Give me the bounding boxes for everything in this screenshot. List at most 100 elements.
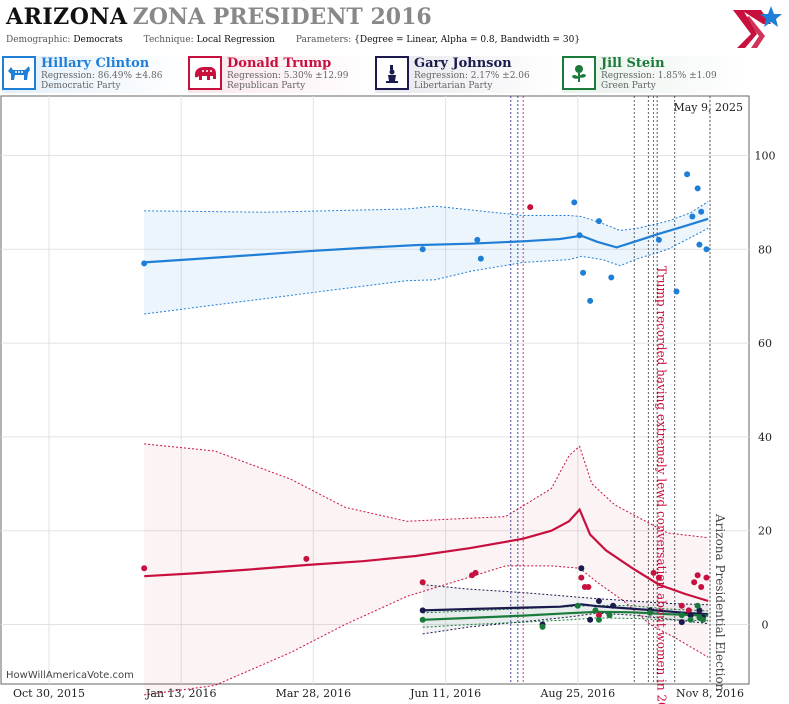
candidate-name: Donald Trump [227,56,332,71]
grid-lines [1,96,749,684]
plot-frame [0,95,750,685]
title-rest: ZONA PRESIDENT 2016 [132,4,432,30]
x-tick-labels: Oct 30, 2015 Jan 13, 2016 Mar 28, 2016 Jun … [13,687,744,700]
watermark[interactable]: HowWillAmericaVote.com [6,670,134,681]
poll-point-hillary-clinton [694,185,701,192]
poll-point-donald-trump [655,574,662,581]
poll-point-jill-stein [539,623,546,630]
donkey-icon [2,56,36,90]
parameters-label: Parameters: [295,35,352,45]
band-lower-jill-stein [422,617,709,628]
confidence-bands [144,201,709,696]
band-jill-stein [422,605,709,628]
poll-point-hillary-clinton [595,218,602,225]
annotation-election: Arizona Presidential Election [713,513,727,692]
poll-point-gary-johnson [610,602,617,609]
poll-point-donald-trump [650,569,657,576]
legend-stein[interactable]: Jill Stein Regression: 1.85% ±1.09 Green… [562,56,748,93]
poll-point-hillary-clinton [698,208,705,215]
band-lower-gary-johnson [422,612,709,635]
poll-point-jill-stein [606,612,613,619]
poll-point-hillary-clinton [689,213,696,220]
x-tick-label: Jan 13, 2016 [145,687,217,700]
candidate-regression: Regression: 5.30% ±12.99 [227,71,349,81]
candidate-party: Green Party [601,81,656,91]
y-tick-label: 60 [758,337,772,350]
poll-point-hillary-clinton [673,288,680,295]
poll-point-hillary-clinton [141,260,148,267]
poll-point-jill-stein [647,609,654,616]
poll-point-hillary-clinton [571,199,578,206]
site-logo-icon[interactable] [731,4,783,50]
poll-point-donald-trump [303,555,310,562]
poll-point-hillary-clinton [587,297,594,304]
page-title: ARIZONA ZONA PRESIDENT 2016 [6,4,432,32]
poll-point-donald-trump [141,565,148,572]
poll-point-hillary-clinton [419,246,426,253]
technique-label: Technique: [143,35,194,45]
x-tick-label: Oct 30, 2015 [13,687,85,700]
poll-point-hillary-clinton [576,232,583,239]
band-upper-donald-trump [144,443,709,539]
event-lines [510,96,711,684]
poll-point-donald-trump [694,572,701,579]
y-tick-label: 20 [758,525,772,538]
y-tick-label: 0 [762,619,769,632]
demographic-value: Democrats [73,35,123,45]
band-lower-hillary-clinton [144,227,709,315]
band-gary-johnson [422,584,709,634]
poll-point-donald-trump [578,574,585,581]
elephant-icon [188,56,222,90]
trend-lines [144,217,709,621]
poll-point-donald-trump [419,579,426,586]
technique-value: Local Regression [196,35,275,45]
poll-point-gary-johnson [587,616,594,623]
poll-point-donald-trump [472,569,479,576]
trend-line-hillary-clinton [144,217,709,264]
x-tick-label: Jun 11, 2016 [409,687,481,700]
candidate-party: Republican Party [227,81,306,91]
candidate-name: Jill Stein [601,56,665,71]
poll-point-jill-stein [419,616,426,623]
poll-point-donald-trump [691,579,698,586]
annotation-lewd-tape: Trump recorded having extremely lewd con… [655,266,669,704]
poll-point-hillary-clinton [477,255,484,262]
poll-point-hillary-clinton [703,246,710,253]
poll-point-gary-johnson [595,598,602,605]
poll-point-gary-johnson [578,565,585,572]
y-tick-label: 40 [758,431,772,444]
band-upper-jill-stein [422,604,709,614]
x-tick-label: Nov 8, 2016 [676,687,744,700]
poll-point-donald-trump [703,574,710,581]
poll-point-gary-johnson [696,607,703,614]
poll-point-gary-johnson [678,619,685,626]
poll-point-gary-johnson [687,612,694,619]
poll-point-hillary-clinton [580,269,587,276]
trend-line-gary-johnson [422,603,709,616]
poll-point-hillary-clinton [474,236,481,243]
poll-point-jill-stein [694,602,701,609]
candidate-regression: Regression: 1.85% ±1.09 [601,71,717,81]
band-upper-gary-johnson [422,584,709,606]
poll-point-jill-stein [595,616,602,623]
legend-trump[interactable]: Donald Trump Regression: 5.30% ±12.99 Re… [188,56,374,93]
poll-points [141,171,710,630]
x-tick-label: Aug 25, 2016 [540,687,616,700]
poll-point-donald-trump [685,607,692,614]
chart-meta: Demographic: Democrats Technique: Local … [6,35,580,45]
poll-point-donald-trump [595,612,602,619]
y-tick-label: 100 [755,150,776,163]
poll-point-gary-johnson [419,607,426,614]
liberty-statue-icon [375,56,409,90]
poll-point-hillary-clinton [696,241,703,248]
legend-johnson[interactable]: Gary Johnson Regression: 2.17% ±2.06 Lib… [375,56,561,93]
poll-point-hillary-clinton [608,274,615,281]
legend-clinton[interactable]: Hillary Clinton Regression: 86.49% ±4.86… [2,56,188,93]
trend-line-jill-stein [422,610,709,621]
candidate-name: Hillary Clinton [41,56,150,71]
poll-point-hillary-clinton [655,236,662,243]
band-lower-donald-trump [144,565,709,696]
poll-point-donald-trump [678,602,685,609]
poll-point-hillary-clinton [684,171,691,178]
